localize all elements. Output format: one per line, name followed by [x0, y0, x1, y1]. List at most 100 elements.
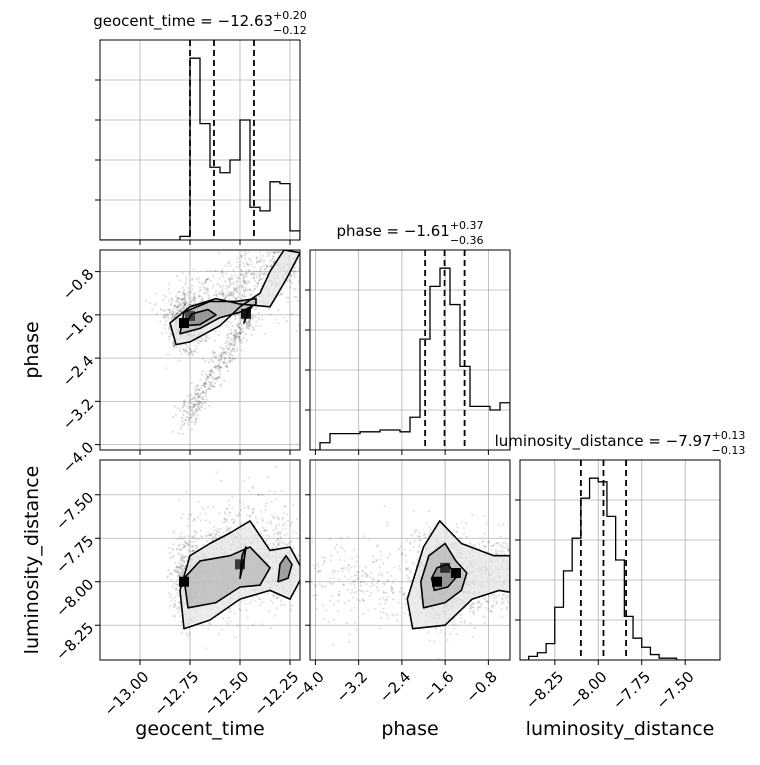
sample-point [243, 480, 245, 482]
title-plus: +0.37 [450, 219, 484, 232]
sample-point [241, 349, 243, 351]
sample-point [255, 316, 257, 318]
sample-point [398, 565, 400, 567]
sample-point [201, 298, 203, 300]
sample-point [411, 561, 413, 563]
sample-point [284, 543, 286, 545]
sample-point [293, 288, 295, 290]
sample-point [496, 601, 498, 603]
sample-point [273, 252, 275, 254]
sample-point [235, 266, 237, 268]
sample-point [249, 515, 251, 517]
sample-point [405, 561, 407, 563]
sample-point [316, 608, 318, 610]
sample-point [264, 274, 266, 276]
sample-point [348, 600, 350, 602]
sample-point [245, 269, 247, 271]
sample-point [228, 262, 230, 264]
sample-point [282, 517, 284, 519]
sample-point [202, 507, 204, 509]
sample-point [348, 569, 350, 571]
sample-point [224, 521, 226, 523]
sample-point [333, 603, 335, 605]
sample-point [237, 625, 239, 627]
sample-point [364, 573, 366, 575]
sample-point [315, 598, 317, 600]
sample-point [243, 507, 245, 509]
sample-point [477, 609, 479, 611]
sample-point [325, 585, 327, 587]
sample-point [248, 508, 250, 510]
sample-point [172, 416, 174, 418]
sample-point [179, 566, 181, 568]
sample-point [183, 404, 185, 406]
sample-point [176, 313, 178, 315]
sample-point [179, 279, 181, 281]
sample-point [236, 261, 238, 263]
sample-point [408, 569, 410, 571]
sample-point [223, 517, 225, 519]
sample-point [456, 526, 458, 528]
sample-point [264, 269, 266, 271]
sample-point [206, 269, 208, 271]
sample-point [212, 361, 214, 363]
sample-point [363, 581, 365, 583]
sample-point [377, 589, 379, 591]
sample-point [179, 615, 181, 617]
sample-point [240, 319, 242, 321]
sample-point [185, 276, 187, 278]
sample-point [357, 571, 359, 573]
sample-point [494, 597, 496, 599]
sample-point [248, 258, 250, 260]
sample-point [295, 296, 297, 298]
sample-point [344, 603, 346, 605]
sample-point [245, 603, 247, 605]
sample-point [171, 586, 173, 588]
sample-point [242, 324, 244, 326]
sample-point [295, 271, 297, 273]
sample-point [514, 567, 516, 569]
sample-point [255, 517, 257, 519]
sample-point [350, 566, 352, 568]
sample-point [204, 360, 206, 362]
sample-point [177, 538, 179, 540]
sample-point [331, 595, 333, 597]
sample-point [250, 294, 252, 296]
sample-point [174, 583, 176, 585]
sample-point [290, 280, 292, 282]
sample-point [200, 387, 202, 389]
sample-point [180, 427, 182, 429]
sample-point [165, 332, 167, 334]
sample-point [201, 385, 203, 387]
sample-point [284, 317, 286, 319]
sample-point [327, 548, 329, 550]
sample-point [404, 598, 406, 600]
sample-point [232, 518, 234, 520]
sample-point [507, 601, 509, 603]
sample-point [312, 594, 314, 596]
sample-point [245, 609, 247, 611]
sample-point [180, 299, 182, 301]
sample-point [203, 292, 205, 294]
sample-point [356, 599, 358, 601]
sample-point [183, 302, 185, 304]
sample-point [325, 609, 327, 611]
sample-point [243, 277, 245, 279]
sample-point [175, 587, 177, 589]
sample-point [215, 294, 217, 296]
sample-point [181, 272, 183, 274]
sample-point [168, 288, 170, 290]
sample-point [189, 514, 191, 516]
sample-point [263, 265, 265, 267]
sample-point [271, 547, 273, 549]
sample-point [237, 293, 239, 295]
sample-point [173, 405, 175, 407]
sample-point [179, 350, 181, 352]
sample-point [279, 533, 281, 535]
sample-point [370, 571, 372, 573]
sample-point [192, 536, 194, 538]
sample-point [286, 513, 288, 515]
sample-point [244, 599, 246, 601]
sample-point [202, 624, 204, 626]
sample-point [242, 330, 244, 332]
